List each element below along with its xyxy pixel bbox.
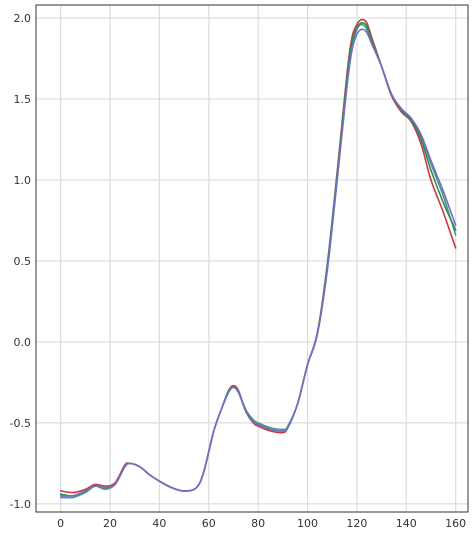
x-tick-label: 40 [152,517,166,530]
series-line-4 [59,28,457,497]
x-tick-label: 20 [103,517,117,530]
x-tick-label: 140 [396,517,417,530]
y-tick-label: -0.5 [10,417,31,430]
x-tick-label: 60 [202,517,216,530]
y-tick-label: 1.0 [14,174,32,187]
y-tick-label: 1.5 [14,93,32,106]
y-tick-label: 0.5 [14,255,32,268]
plot-area [36,5,468,512]
y-tick-label: 0.0 [14,336,32,349]
grid [36,5,468,512]
x-tick-label: 160 [445,517,466,530]
y-tick-label: -1.0 [10,498,31,511]
y-axis-ticks: -1.0 -0.5 0.0 0.5 1.0 1.5 2.0 [10,12,31,511]
x-axis-ticks: 0 20 40 60 80 100 120 140 160 [57,517,466,530]
x-tick-label: 0 [57,517,64,530]
series-lines [59,18,457,499]
plot-border [35,4,469,513]
x-tick-label: 80 [251,517,265,530]
x-tick-label: 120 [346,517,367,530]
y-tick-label: 2.0 [14,12,32,25]
x-tick-label: 100 [297,517,318,530]
